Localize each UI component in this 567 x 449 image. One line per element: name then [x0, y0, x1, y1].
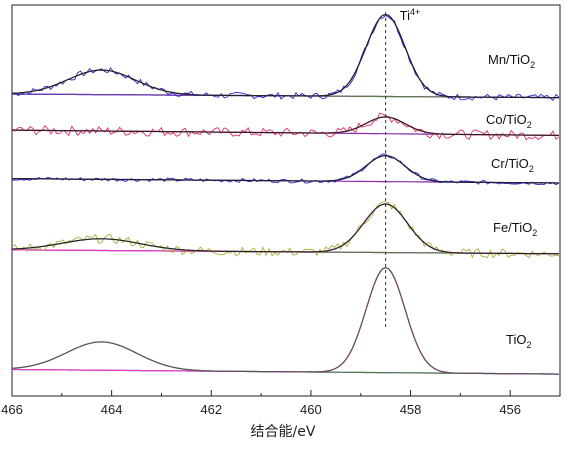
- x-tick-label: 466: [1, 402, 23, 417]
- series-label: Fe/TiO2: [493, 220, 537, 238]
- x-axis-label: 结合能/eV: [251, 424, 316, 440]
- series-label: Co/TiO2: [486, 112, 532, 130]
- raw-data-curve: [11, 14, 560, 102]
- x-tick-label: 464: [101, 402, 123, 417]
- envelope-fit-curve: [12, 116, 559, 136]
- envelope-fit-curve: [11, 13, 559, 99]
- series-label: TiO2: [506, 332, 531, 350]
- raw-data-curve: [11, 153, 560, 186]
- series-label-subscript: 2: [529, 164, 534, 174]
- envelope-fit-curve: [11, 267, 559, 375]
- x-tick-label: 456: [499, 402, 521, 417]
- x-tick-label: 458: [400, 402, 422, 417]
- series-label: Cr/TiO2: [491, 156, 534, 174]
- series-label-subscript: 2: [527, 120, 532, 130]
- ti-fit-curve: [11, 13, 559, 99]
- x-tick-label: 462: [200, 402, 222, 417]
- satellite-fit-curve: [11, 69, 559, 99]
- series-label-subscript: 2: [526, 340, 531, 350]
- satellite-fit-curve: [11, 341, 559, 375]
- raw-data-curve: [11, 201, 560, 259]
- x-tick-label: 460: [300, 402, 322, 417]
- plot-area: 466 464 462 460 458 456 Mn/TiO2 Co/TiO2 Cr/TiO2 F…: [1, 4, 561, 417]
- ti-fit-curve: [12, 266, 559, 375]
- series-label-subscript: 2: [532, 228, 537, 238]
- series-label-subscript: 2: [530, 60, 535, 70]
- envelope-fit-curve: [12, 155, 559, 184]
- envelope-fit-curve: [11, 203, 559, 255]
- ti-fit-curve: [11, 203, 559, 255]
- raw-data-curve: [11, 112, 560, 141]
- ti4-superscript: 4+: [410, 7, 420, 17]
- ti4-label: Ti4+: [400, 7, 421, 23]
- plot-frame: [11, 4, 561, 397]
- series-label: Mn/TiO2: [488, 52, 535, 70]
